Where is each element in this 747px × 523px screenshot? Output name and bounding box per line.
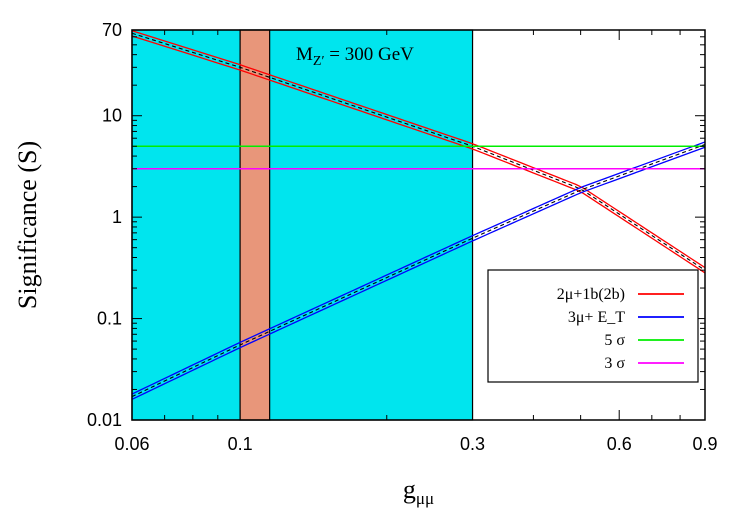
y-tick-label: 0.01: [87, 410, 122, 430]
series-1-upper: [131, 30, 706, 269]
x-tick-label: 0.1: [228, 434, 253, 454]
legend-label-1: 2μ+1b(2b): [557, 286, 625, 303]
series-2-central: [131, 144, 706, 398]
legend: 2μ+1b(2b) 3μ+ E_T 5 σ 3 σ: [487, 269, 699, 383]
y-tick-label: 70: [102, 20, 122, 40]
x-tick-label: 0.06: [114, 434, 149, 454]
series-2-lower: [131, 146, 706, 400]
y-axis-title: Significance (S): [13, 141, 42, 309]
x-axis-title: gμμ: [403, 475, 434, 508]
y-tick-label: 10: [102, 106, 122, 126]
series-1-central: [131, 32, 706, 271]
plot-frame: [131, 29, 706, 421]
series-1-lower: [131, 35, 706, 274]
x-tick-label: 0.6: [607, 434, 632, 454]
y-tick-label: 1: [112, 207, 122, 227]
y-tick-label: 0.1: [97, 309, 122, 329]
legend-label-2: 3μ+ E_T: [568, 309, 625, 326]
x-tick-label: 0.9: [692, 434, 717, 454]
shaded-region-2: [239, 29, 271, 421]
mass-annotation: MZ′ = 300 GeV: [296, 44, 414, 69]
legend-label-4: 3 σ: [604, 355, 625, 372]
x-tick-label: 0.3: [460, 434, 485, 454]
shaded-region-1: [131, 29, 474, 421]
series-2-upper: [131, 141, 706, 395]
legend-label-3: 5 σ: [604, 332, 625, 349]
